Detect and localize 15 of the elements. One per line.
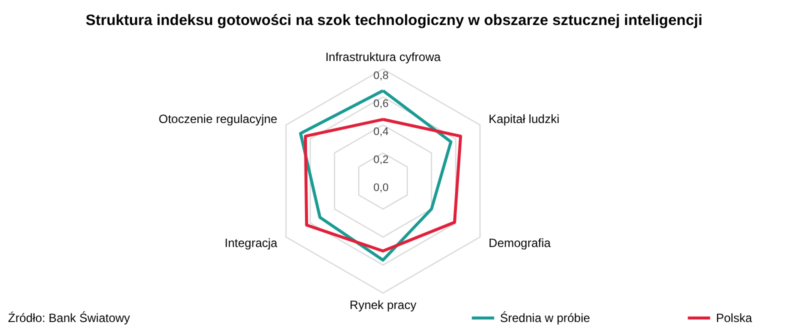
- spoke-label: Otoczenie regulacyjne: [158, 112, 278, 126]
- y-tick-label: 0,4: [373, 126, 389, 138]
- y-tick-label: 0,2: [373, 154, 389, 166]
- y-tick-label: 0,6: [373, 98, 389, 110]
- chart-title: Struktura indeksu gotowości na szok technologiczny w obszarze sztucznej inteligencji: [86, 12, 702, 29]
- legend-label: Średnia w próbie: [500, 311, 590, 325]
- spoke-label: Demografia: [488, 236, 552, 250]
- spoke-label: Integracja: [224, 236, 278, 250]
- text: Źródło: Bank Światowy: [8, 311, 130, 325]
- y-tick-label: 0,0: [373, 182, 389, 194]
- spoke-label: Infrastruktura cyfrowa: [325, 50, 442, 64]
- legend-label: Polska: [716, 311, 752, 325]
- spoke-label: Rynek pracy: [350, 298, 416, 312]
- y-tick-label: 0,8: [373, 70, 389, 82]
- spoke-label: Kapitał ludzki: [488, 112, 560, 126]
